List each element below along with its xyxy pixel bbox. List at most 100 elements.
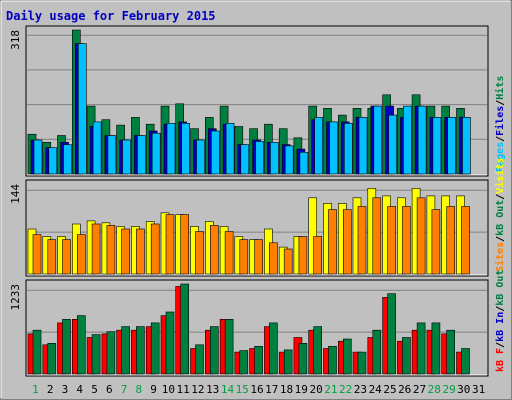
bar-kb-out-day-10 — [165, 311, 175, 375]
bar-sites-day-16 — [254, 239, 263, 275]
bar-kb-out-day-5 — [91, 334, 101, 375]
bar-sites-day-20 — [313, 236, 323, 275]
bar-sites-day-3 — [62, 239, 71, 275]
bar-kb-out-day-26 — [402, 337, 411, 375]
bar-pages-day-22 — [343, 123, 353, 175]
bar-pages-day-23 — [358, 117, 368, 175]
x-tick-label: 13 — [206, 383, 219, 396]
legend-entry: / — [495, 306, 506, 312]
y-max-label: 144 — [9, 184, 22, 204]
bar-kb-out-day-21 — [328, 345, 337, 375]
bar-pages-day-21 — [329, 121, 338, 175]
bar-sites-day-23 — [357, 206, 367, 275]
x-tick-label: 27 — [413, 383, 426, 396]
x-tick-label: 26 — [398, 383, 411, 396]
bar-sites-day-12 — [195, 231, 204, 275]
y-max-label: 318 — [9, 30, 22, 50]
x-tick-label: 8 — [135, 383, 142, 396]
bar-kb-out-day-27 — [416, 322, 426, 375]
x-tick-label: 21 — [324, 383, 337, 396]
bar-sites-day-11 — [180, 214, 189, 275]
bar-pages-day-24 — [373, 105, 383, 175]
x-tick-label: 20 — [309, 383, 322, 396]
bar-kb-out-day-25 — [387, 293, 396, 375]
legend-entry: / — [495, 100, 506, 106]
bar-pages-day-26 — [403, 105, 412, 175]
y-max-label: 1233 — [9, 284, 22, 311]
bar-sites-day-1 — [32, 234, 42, 275]
bar-pages-day-14 — [225, 123, 235, 175]
bar-pages-day-6 — [107, 135, 117, 175]
legend-top: Pages/Files/Hits — [494, 76, 506, 172]
x-tick-label: 2 — [47, 383, 54, 396]
bar-sites-day-7 — [121, 228, 130, 275]
bar-sites-day-10 — [165, 214, 175, 275]
legend-entry: / — [495, 342, 506, 348]
bar-pages-day-27 — [417, 105, 427, 175]
bar-pages-day-1 — [33, 139, 43, 175]
bar-kb-out-day-30 — [461, 348, 470, 375]
bar-kb-out-day-14 — [224, 318, 234, 375]
bar-sites-day-25 — [387, 206, 396, 275]
bar-pages-day-15 — [240, 144, 250, 175]
bar-pages-day-9 — [151, 132, 161, 175]
bar-kb-out-day-6 — [106, 331, 116, 375]
bar-pages-day-17 — [270, 142, 279, 175]
legend-entry: kB F — [495, 348, 506, 372]
x-tick-label: 14 — [221, 383, 235, 396]
x-tick-label: 3 — [62, 383, 69, 396]
bar-kb-out-day-2 — [47, 342, 57, 375]
legend-entry: Visits — [494, 158, 506, 194]
bar-sites-day-13 — [210, 225, 219, 275]
legend-entry: / — [495, 194, 506, 200]
x-tick-label: 7 — [121, 383, 128, 396]
bar-kb-out-day-3 — [62, 318, 71, 375]
bar-pages-day-25 — [388, 114, 397, 175]
legend-entry: Files — [494, 106, 506, 136]
bar-kb-out-day-18 — [283, 349, 293, 375]
legend-entry: kB Out — [495, 270, 506, 306]
x-tick-label: 19 — [295, 383, 308, 396]
x-tick-label: 22 — [339, 383, 352, 396]
x-tick-label: 6 — [106, 383, 113, 396]
x-tick-label: 11 — [176, 383, 189, 396]
x-tick-label: 17 — [265, 383, 278, 396]
legend-entry: kB Out — [495, 200, 506, 236]
legend-entry: Pages — [495, 142, 506, 172]
legend-bottom: kB F/kB In/kB Out — [495, 270, 506, 372]
bar-sites-day-21 — [328, 209, 337, 275]
bar-pages-day-2 — [48, 147, 58, 175]
x-tick-label: 5 — [91, 383, 98, 396]
bar-sites-day-22 — [342, 209, 352, 275]
x-tick-label: 1 — [32, 383, 39, 396]
bar-pages-day-28 — [432, 117, 442, 175]
bar-pages-day-16 — [255, 141, 264, 175]
x-tick-label: 23 — [354, 383, 367, 396]
bar-sites-day-4 — [77, 234, 86, 275]
bar-sites-day-24 — [372, 197, 382, 275]
bar-sites-day-19 — [298, 236, 308, 275]
bar-kb-out-day-16 — [254, 345, 263, 375]
legend-entry: kB In — [495, 312, 506, 342]
bar-pages-day-8 — [137, 135, 146, 175]
bar-pages-day-30 — [462, 117, 471, 175]
bar-kb-out-day-22 — [342, 338, 352, 375]
legend-entry: / — [495, 236, 506, 242]
bar-kb-out-day-7 — [121, 326, 130, 375]
bar-sites-day-27 — [416, 197, 426, 275]
bar-sites-day-18 — [283, 248, 293, 275]
bar-sites-day-17 — [269, 242, 278, 275]
legend-entry: Sites — [494, 242, 506, 272]
bar-sites-day-26 — [402, 206, 411, 275]
legend-entry: / — [495, 136, 506, 142]
bar-kb-out-day-15 — [239, 350, 249, 375]
bar-kb-out-day-19 — [298, 342, 308, 375]
bar-pages-day-29 — [447, 117, 457, 175]
bar-pages-day-7 — [122, 139, 131, 175]
chart-title: Daily usage for February 2015 — [6, 9, 216, 23]
x-tick-label: 10 — [162, 383, 175, 396]
bar-sites-day-30 — [461, 206, 470, 275]
x-tick-label: 18 — [280, 383, 293, 396]
